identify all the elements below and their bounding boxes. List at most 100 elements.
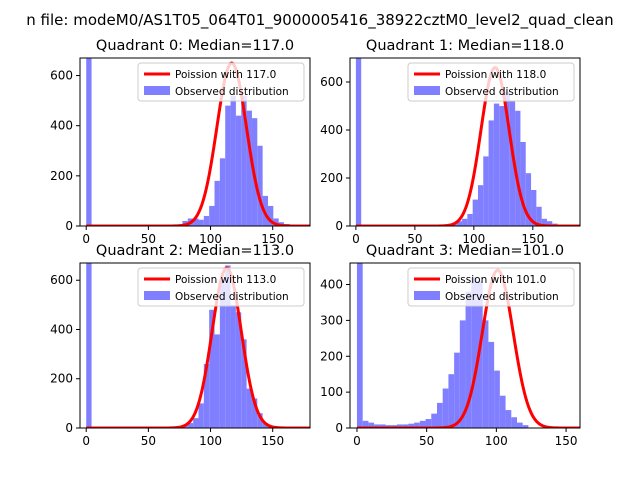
histogram-bar [499, 395, 506, 428]
histogram-bar [483, 156, 489, 226]
histogram-bar [356, 263, 363, 428]
x-tick-label: 100 [199, 232, 222, 246]
histogram-bar [273, 218, 279, 226]
figure-suptitle: n file: modeM0/AS1T05_064T01_9000005416_… [26, 11, 613, 30]
y-tick-label: 0 [65, 219, 73, 233]
legend-bar-swatch [144, 86, 170, 95]
histogram-bar [241, 95, 247, 226]
y-tick-label: 400 [320, 123, 343, 137]
x-tick-label: 100 [485, 434, 508, 448]
y-tick-label: 600 [50, 69, 73, 83]
legend: Poission with 118.0 Observed distribution [407, 62, 575, 102]
histogram-bar [214, 180, 220, 226]
histogram-bar [541, 218, 547, 226]
x-tick-label: 0 [82, 434, 90, 448]
histogram-bar [193, 418, 199, 428]
legend-bar-swatch [144, 291, 170, 300]
histogram-bar [431, 413, 437, 428]
histogram-bar [467, 214, 473, 226]
histogram-bar [454, 352, 460, 428]
histogram-bar [531, 190, 537, 226]
y-tick-label: 200 [50, 169, 73, 183]
y-tick-label: 400 [320, 278, 343, 292]
histogram-bar [494, 370, 500, 428]
histogram-bar [499, 106, 505, 226]
legend-box [137, 62, 305, 102]
histogram-bar [374, 424, 380, 428]
histogram-bar [235, 312, 242, 428]
x-tick-label: 0 [353, 434, 361, 448]
quadrant-panel-1: 0 50 100 150 0 200 400 600 Poission with 118.0 Ob… [320, 38, 581, 246]
histogram-bar [477, 185, 484, 226]
legend-bar-swatch [414, 86, 440, 95]
panel-title: Quadrant 2: Median=113.0 [96, 243, 294, 259]
histogram-bar [408, 423, 415, 428]
histogram-bar [230, 95, 236, 226]
histogram-bar [355, 58, 362, 226]
histogram-bar [214, 334, 220, 428]
plot-area [356, 263, 580, 428]
histogram-bar [505, 410, 512, 428]
histogram-bar [198, 219, 204, 226]
histogram-bar [448, 374, 455, 428]
histogram-bar [246, 110, 252, 226]
x-tick-label: 50 [141, 232, 156, 246]
histogram-bar [419, 420, 426, 428]
histogram-bar [493, 103, 500, 226]
histogram-bar [262, 423, 268, 428]
y-tick-label: 200 [320, 171, 343, 185]
histogram-bar [488, 120, 494, 226]
legend-box [407, 267, 575, 307]
histogram-bar [187, 423, 194, 428]
axes-frame [349, 57, 581, 227]
histogram-bar [456, 221, 463, 226]
histogram-bar [471, 277, 477, 428]
histogram-bar [235, 115, 242, 226]
y-tick-label: 0 [335, 219, 343, 233]
histogram-bar [488, 341, 495, 428]
poisson-curve [354, 66, 580, 226]
histogram-bar [425, 419, 432, 428]
histogram-bar [362, 420, 369, 428]
legend-bar-swatch [414, 291, 440, 300]
histogram-bar [257, 413, 263, 428]
y-tick-label: 0 [65, 421, 73, 435]
legend: Poission with 113.0 Observed distribution [137, 267, 305, 307]
histogram-bar [209, 205, 215, 226]
poisson-curve [85, 266, 310, 428]
plot-area [85, 58, 310, 226]
histogram-bar [86, 58, 92, 226]
histogram-bar [368, 422, 375, 428]
histogram-bar [219, 280, 226, 428]
histogram-bar [462, 218, 468, 226]
histogram-bar [459, 320, 466, 428]
legend-label: Observed distribution [175, 291, 289, 303]
x-tick-label: 150 [555, 434, 578, 448]
histogram-bar [203, 215, 210, 226]
y-tick-label: 400 [50, 119, 73, 133]
quadrant-panel-2: 0 50 100 150 0 200 400 600 Poission with 113.0 Ob… [50, 243, 311, 448]
histogram-bar [402, 424, 409, 428]
x-tick-label: 150 [261, 434, 284, 448]
y-tick-label: 300 [320, 313, 343, 327]
y-tick-label: 200 [320, 349, 343, 363]
histogram-bar [251, 398, 258, 428]
legend-label: Observed distribution [175, 86, 289, 98]
legend-box [137, 267, 305, 307]
histogram-bar [504, 91, 510, 226]
histogram-bar [522, 425, 529, 428]
legend: Poission with 101.0 Observed distribution [407, 267, 575, 307]
panel-title: Quadrant 3: Median=101.0 [366, 243, 564, 259]
histogram-bar [465, 291, 472, 428]
histogram-bar [536, 206, 542, 226]
histogram-bar [246, 388, 252, 428]
y-tick-label: 600 [50, 273, 73, 287]
y-tick-label: 400 [50, 322, 73, 336]
y-tick-label: 600 [320, 75, 343, 89]
x-tick-label: 100 [462, 232, 485, 246]
x-tick-label: 150 [521, 232, 544, 246]
histogram-bar [472, 199, 478, 226]
histogram-bar [546, 221, 553, 226]
x-tick-label: 50 [141, 434, 156, 448]
